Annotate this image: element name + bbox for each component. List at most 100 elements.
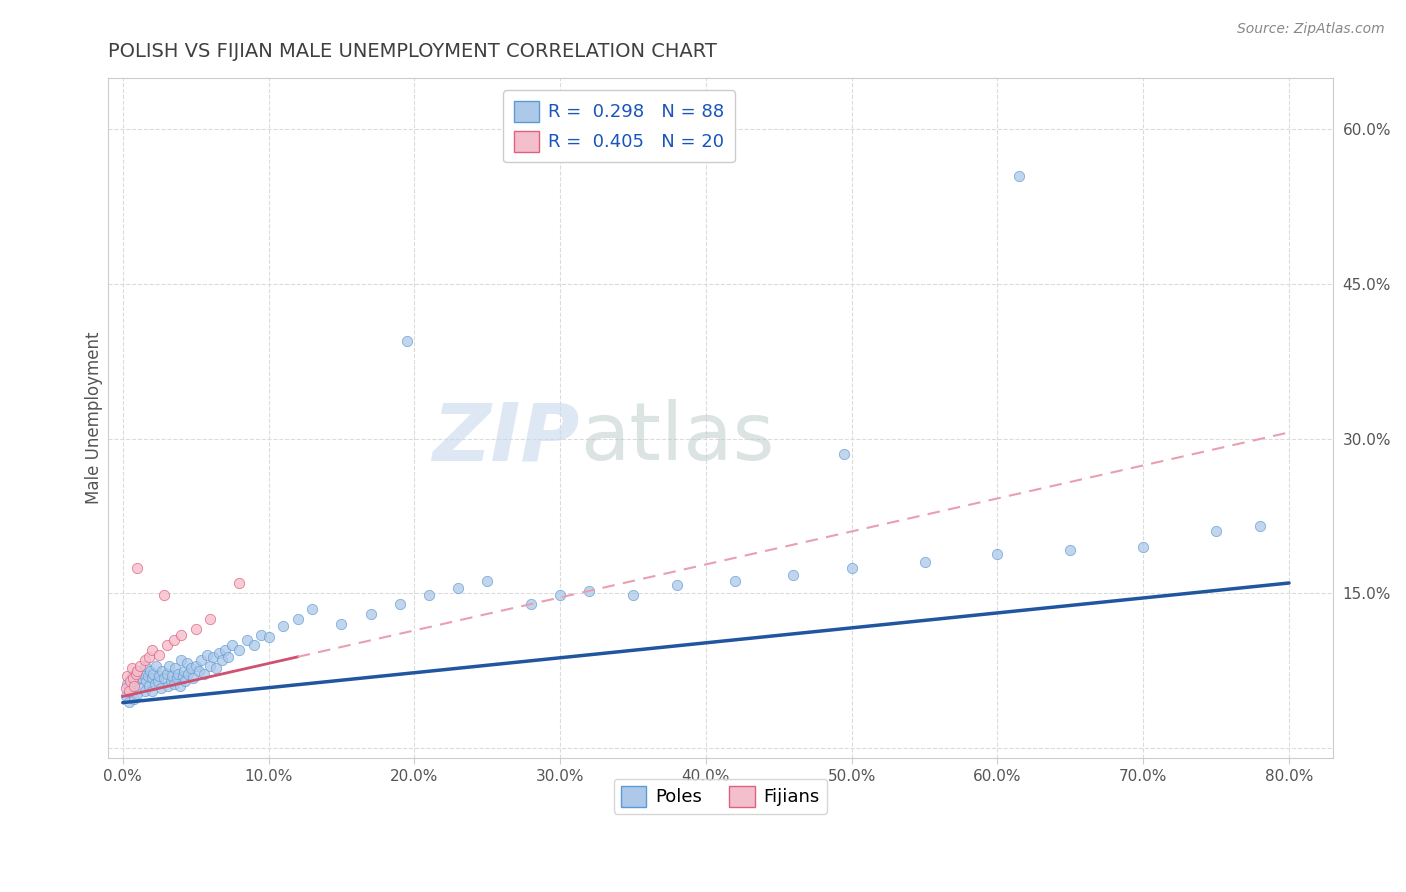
Point xyxy=(152,671,174,685)
Point xyxy=(1132,540,1154,554)
Point xyxy=(914,555,936,569)
Point xyxy=(156,679,179,693)
Point xyxy=(155,666,177,681)
Point xyxy=(1205,524,1227,539)
Point xyxy=(228,576,250,591)
Point xyxy=(124,691,146,706)
Text: POLISH VS FIJIAN MALE UNEMPLOYMENT CORRELATION CHART: POLISH VS FIJIAN MALE UNEMPLOYMENT CORRE… xyxy=(108,42,717,61)
Point xyxy=(520,597,543,611)
Point xyxy=(129,681,152,696)
Point xyxy=(127,687,149,701)
Point xyxy=(986,547,1008,561)
Point xyxy=(180,660,202,674)
Point xyxy=(235,632,257,647)
Point xyxy=(190,653,212,667)
Point xyxy=(287,612,309,626)
Point xyxy=(388,597,411,611)
Point xyxy=(115,669,138,683)
Point xyxy=(578,584,600,599)
Point xyxy=(131,671,153,685)
Point xyxy=(211,653,233,667)
Point xyxy=(143,677,166,691)
Point xyxy=(148,669,170,683)
Point xyxy=(125,666,148,681)
Point xyxy=(162,669,184,683)
Point xyxy=(202,650,225,665)
Point xyxy=(129,658,152,673)
Text: atlas: atlas xyxy=(579,400,775,477)
Point xyxy=(122,671,145,685)
Point xyxy=(1059,543,1081,558)
Point xyxy=(360,607,382,621)
Point xyxy=(139,664,162,678)
Y-axis label: Male Unemployment: Male Unemployment xyxy=(86,332,103,504)
Point xyxy=(187,664,209,678)
Point xyxy=(200,658,222,673)
Point xyxy=(184,658,207,673)
Point xyxy=(1008,169,1031,183)
Point xyxy=(477,574,499,588)
Point xyxy=(163,677,186,691)
Point xyxy=(169,679,191,693)
Point xyxy=(167,666,190,681)
Point xyxy=(271,619,294,633)
Point xyxy=(155,638,177,652)
Point xyxy=(125,673,148,688)
Point xyxy=(148,648,170,663)
Point xyxy=(166,671,188,685)
Point xyxy=(127,664,149,678)
Point xyxy=(136,669,159,683)
Point xyxy=(170,627,193,641)
Point xyxy=(418,588,440,602)
Point xyxy=(146,673,169,688)
Text: ZIP: ZIP xyxy=(432,400,579,477)
Point xyxy=(257,630,280,644)
Point xyxy=(208,646,231,660)
Point xyxy=(330,617,353,632)
Point xyxy=(160,673,183,688)
Point xyxy=(120,684,142,698)
Point xyxy=(184,623,207,637)
Point xyxy=(228,643,250,657)
Point xyxy=(834,447,856,461)
Point xyxy=(115,677,138,691)
Point xyxy=(250,627,273,641)
Point xyxy=(120,673,142,688)
Point xyxy=(127,560,149,574)
Point xyxy=(301,601,323,615)
Point xyxy=(117,695,139,709)
Point xyxy=(122,679,145,693)
Point xyxy=(243,638,266,652)
Point xyxy=(172,669,194,683)
Point xyxy=(149,681,172,696)
Point xyxy=(138,650,160,665)
Point xyxy=(841,560,863,574)
Point xyxy=(141,643,163,657)
Point xyxy=(165,660,187,674)
Point xyxy=(138,679,160,693)
Point xyxy=(163,632,186,647)
Point xyxy=(157,658,180,673)
Point xyxy=(193,666,215,681)
Point xyxy=(141,684,163,698)
Point xyxy=(174,673,197,688)
Point xyxy=(121,669,143,683)
Point xyxy=(134,684,156,698)
Point xyxy=(134,653,156,667)
Point xyxy=(127,664,149,678)
Point xyxy=(150,664,173,678)
Point xyxy=(205,660,228,674)
Point xyxy=(217,650,239,665)
Legend: Poles, Fijians: Poles, Fijians xyxy=(614,779,827,814)
Point xyxy=(214,643,236,657)
Point xyxy=(195,648,218,663)
Text: Source: ZipAtlas.com: Source: ZipAtlas.com xyxy=(1237,22,1385,37)
Point xyxy=(117,684,139,698)
Point xyxy=(396,334,419,348)
Point xyxy=(114,681,136,696)
Point xyxy=(181,671,204,685)
Point xyxy=(621,588,644,602)
Point xyxy=(170,653,193,667)
Point xyxy=(724,574,747,588)
Point xyxy=(1249,519,1271,533)
